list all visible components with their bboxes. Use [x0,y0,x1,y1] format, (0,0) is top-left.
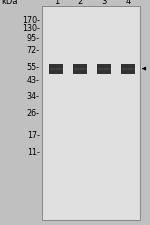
Text: 130-: 130- [22,24,40,33]
Text: 34-: 34- [27,92,40,101]
Text: 4: 4 [126,0,131,6]
Text: kDa: kDa [2,0,18,6]
Text: 11-: 11- [27,147,40,156]
Text: 3: 3 [102,0,107,6]
Text: 2: 2 [78,0,83,6]
Bar [122,68,135,70]
Text: 95-: 95- [27,34,40,43]
Text: 43-: 43- [27,76,40,85]
Text: 26-: 26- [27,108,40,117]
Text: 17-: 17- [27,130,40,140]
Text: 72-: 72- [27,46,40,55]
Text: 55-: 55- [27,63,40,72]
Bar [49,64,63,75]
Text: 1: 1 [54,0,59,6]
Bar [98,68,111,70]
Bar [97,64,111,75]
Bar [50,68,63,70]
Bar [42,7,140,220]
Bar [43,8,139,219]
Text: 170-: 170- [22,16,40,25]
Bar [73,64,87,75]
Bar [121,64,135,75]
Bar [74,68,87,70]
